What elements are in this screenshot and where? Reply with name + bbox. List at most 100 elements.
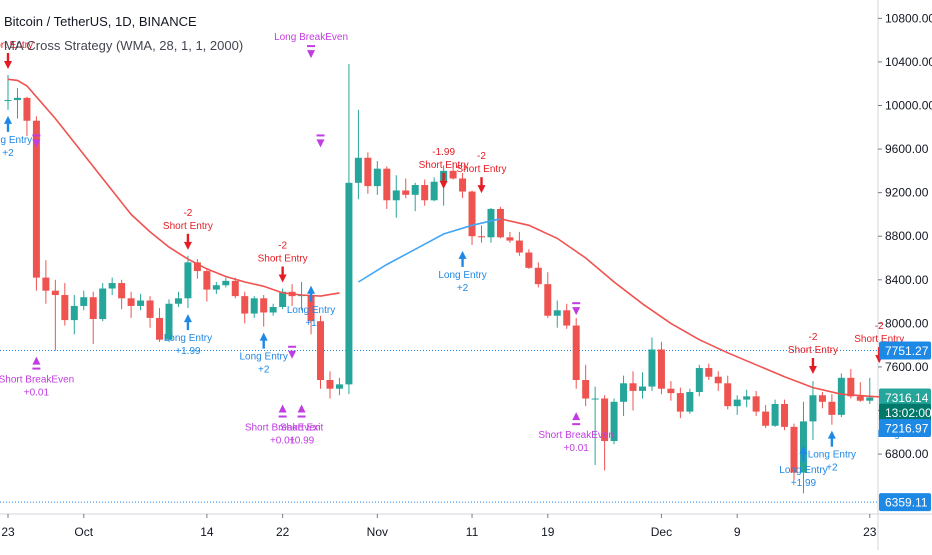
long-entry-arrow-icon bbox=[799, 445, 808, 454]
price-label-text: 7751.27 bbox=[885, 344, 929, 358]
candle-body bbox=[108, 283, 116, 289]
candle-body bbox=[373, 168, 381, 187]
breakeven-label: Long BreakEven bbox=[274, 32, 348, 43]
candle-body bbox=[42, 277, 50, 291]
price-label-box bbox=[879, 418, 931, 437]
breakeven-value: +0.01 bbox=[270, 436, 296, 447]
candle-body bbox=[809, 395, 817, 422]
strategy-legend[interactable]: MA Cross Strategy (WMA, 28, 1, 1, 2000) bbox=[4, 38, 244, 53]
candle-body bbox=[487, 208, 495, 238]
candle-body bbox=[686, 391, 694, 412]
candle-body bbox=[146, 300, 154, 318]
candle-body bbox=[307, 295, 315, 322]
breakeven-label: Short Exit bbox=[280, 423, 324, 434]
breakeven-bar bbox=[32, 367, 41, 370]
candle-body bbox=[222, 280, 230, 286]
candle-body bbox=[13, 97, 21, 101]
candle-body bbox=[478, 236, 485, 238]
y-tick-label: 6800.00 bbox=[885, 447, 929, 461]
candle-body bbox=[790, 426, 798, 473]
candle-body bbox=[118, 283, 126, 299]
candle-body bbox=[705, 368, 713, 377]
candle-body bbox=[638, 386, 646, 391]
candle-body bbox=[534, 267, 542, 285]
long-entry-label: Long Entry bbox=[0, 135, 32, 146]
x-tick-label: 14 bbox=[200, 525, 214, 539]
candle-body bbox=[212, 285, 220, 290]
breakeven-label: Short BreakEven bbox=[0, 375, 74, 386]
short-entry-arrow-icon bbox=[477, 185, 486, 194]
x-tick-label: Oct bbox=[74, 525, 93, 539]
candle-body bbox=[51, 290, 59, 296]
candle-body bbox=[648, 349, 656, 387]
breakeven-bar bbox=[316, 134, 325, 137]
short-entry-label: Short Entry bbox=[419, 160, 469, 171]
price-label-text: 6359.11 bbox=[885, 496, 928, 510]
candle-body bbox=[250, 298, 258, 314]
candle-body bbox=[591, 398, 599, 400]
long-entry-value: +2 bbox=[826, 463, 838, 474]
long-entry-value: +2 bbox=[258, 365, 270, 376]
candle-body bbox=[184, 262, 192, 299]
breakeven-bar bbox=[32, 134, 41, 137]
breakeven-arrow-icon bbox=[316, 139, 325, 148]
x-tick-label: 9 bbox=[734, 525, 741, 539]
short-entry-value: -2 bbox=[808, 332, 817, 343]
candle-body bbox=[515, 240, 523, 253]
candle-body bbox=[364, 157, 372, 187]
short-entry-label: Short Entry bbox=[456, 164, 506, 175]
short-entry-arrow-stem bbox=[442, 172, 445, 182]
candle-body bbox=[193, 262, 201, 272]
y-tick-label: 10400.00 bbox=[885, 55, 932, 69]
x-tick-label: 22 bbox=[276, 525, 290, 539]
long-entry-value: +1 bbox=[305, 318, 317, 329]
breakeven-label: Short BreakEven bbox=[538, 430, 614, 441]
candle-body bbox=[856, 396, 864, 401]
long-entry-value: +1.99 bbox=[175, 346, 201, 357]
candle-body bbox=[269, 307, 277, 313]
long-entry-arrow-icon bbox=[458, 250, 467, 259]
candle-body bbox=[402, 190, 410, 195]
candle-body bbox=[335, 384, 343, 389]
long-entry-arrow-stem bbox=[262, 339, 265, 349]
candle-body bbox=[553, 310, 561, 316]
candle-body bbox=[525, 252, 533, 268]
breakeven-arrow-icon bbox=[572, 412, 581, 421]
short-entry-arrow-stem bbox=[281, 266, 284, 276]
breakeven-value: +0.01 bbox=[564, 443, 590, 454]
candle-body bbox=[354, 157, 362, 183]
candle-body bbox=[752, 396, 760, 412]
candle-body bbox=[32, 120, 40, 278]
breakeven-arrow-icon bbox=[32, 139, 41, 148]
y-tick-label: 9200.00 bbox=[885, 186, 929, 200]
ma-line-bearish-1 bbox=[7, 78, 340, 297]
candle-body bbox=[657, 349, 665, 389]
long-entry-arrow-icon bbox=[4, 115, 12, 124]
x-tick-label: 23 bbox=[863, 525, 877, 539]
short-entry-label: Short Entry bbox=[788, 345, 838, 356]
breakeven-bar bbox=[278, 415, 287, 418]
y-tick-label: 8400.00 bbox=[885, 273, 929, 287]
candle-body bbox=[99, 288, 107, 320]
short-entry-arrow-stem bbox=[811, 358, 815, 368]
breakeven-bar bbox=[307, 45, 316, 48]
candle-body bbox=[496, 208, 504, 238]
breakeven-arrow-icon bbox=[572, 307, 581, 316]
candle-body bbox=[459, 178, 467, 192]
candle-body bbox=[4, 100, 12, 102]
candle-body bbox=[828, 401, 836, 415]
short-entry-arrow-icon bbox=[439, 180, 448, 189]
long-entry-arrow-stem bbox=[309, 292, 313, 302]
breakeven-bar bbox=[572, 423, 581, 426]
candle-body bbox=[866, 397, 874, 401]
price-label-box bbox=[879, 403, 931, 422]
breakeven-arrow-icon bbox=[278, 404, 287, 413]
candle-body bbox=[165, 303, 173, 340]
breakeven-arrow-icon bbox=[297, 404, 306, 413]
y-tick-label: 9600.00 bbox=[885, 142, 929, 156]
short-entry-value: -2 bbox=[477, 151, 486, 162]
y-tick-label: 10000.00 bbox=[885, 98, 932, 112]
candle-body bbox=[156, 317, 164, 340]
